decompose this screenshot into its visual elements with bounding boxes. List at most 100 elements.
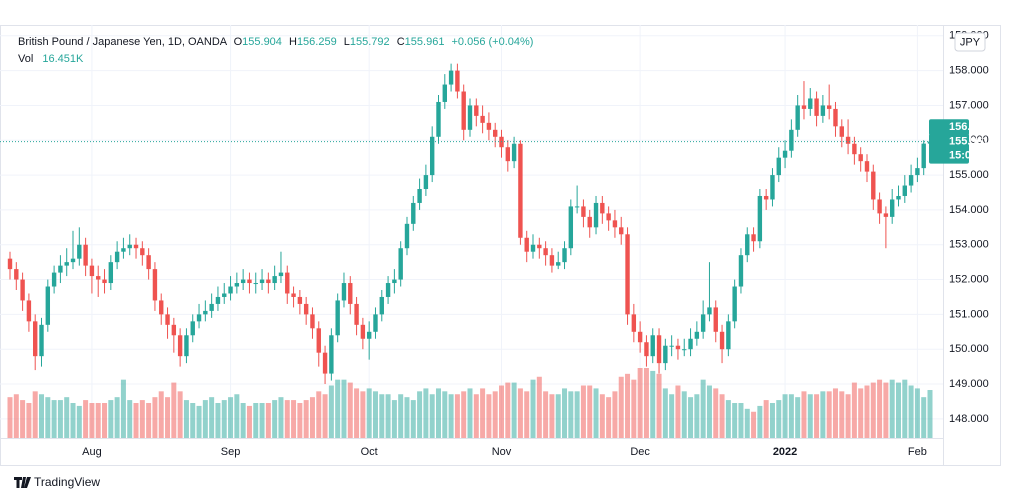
volume-bar bbox=[524, 391, 530, 438]
volume-bar bbox=[228, 397, 234, 438]
volume-bar bbox=[26, 403, 32, 438]
volume-bar bbox=[57, 400, 63, 438]
candle-body bbox=[631, 314, 637, 332]
volume-bar bbox=[234, 394, 240, 438]
candle-body bbox=[669, 345, 674, 347]
x-tick-label: Sep bbox=[221, 446, 241, 458]
candle-body bbox=[165, 314, 170, 325]
candle-body bbox=[902, 185, 907, 196]
volume-bar bbox=[240, 403, 246, 438]
volume-bar bbox=[89, 403, 95, 438]
y-tick-label: 149.000 bbox=[949, 378, 989, 390]
countdown: 15:07:56 bbox=[949, 150, 993, 162]
volume-bar bbox=[713, 388, 719, 438]
candle-body bbox=[789, 129, 794, 151]
volume-bar bbox=[499, 385, 505, 438]
candle-body bbox=[329, 335, 334, 374]
volume-bar bbox=[461, 391, 467, 438]
candle-body bbox=[127, 244, 132, 249]
candle-body bbox=[625, 234, 630, 315]
candle-body bbox=[562, 248, 567, 263]
candle-body bbox=[423, 175, 429, 190]
candle-body bbox=[915, 168, 920, 176]
volume-bar bbox=[662, 388, 668, 438]
volume-bar bbox=[599, 394, 605, 438]
candle-body bbox=[814, 98, 819, 116]
volume-bar bbox=[732, 403, 738, 438]
y-tick-label: 157.000 bbox=[949, 99, 989, 111]
candle-body bbox=[215, 296, 221, 304]
volume-bar bbox=[914, 388, 920, 438]
volume-bar bbox=[303, 400, 309, 438]
candle-body bbox=[335, 300, 340, 336]
candle-body bbox=[26, 300, 32, 322]
brand-name[interactable]: TradingView bbox=[34, 475, 100, 489]
y-tick-label: 153.000 bbox=[949, 239, 989, 251]
candle-body bbox=[574, 206, 580, 208]
volume-bar bbox=[39, 394, 45, 438]
candle-body bbox=[240, 279, 246, 284]
candle-body bbox=[486, 122, 492, 130]
candle-body bbox=[366, 331, 372, 339]
brand[interactable]: TradingView bbox=[14, 475, 100, 489]
y-tick-label: 158.000 bbox=[949, 65, 989, 77]
candle-body bbox=[278, 272, 284, 277]
volume-bar bbox=[410, 400, 416, 438]
volume-bar bbox=[278, 397, 284, 438]
volume-bar bbox=[253, 403, 259, 438]
candle-body bbox=[593, 202, 599, 228]
volume-bar bbox=[549, 394, 555, 438]
candle-body bbox=[77, 244, 82, 259]
candle-body bbox=[776, 157, 781, 176]
x-tick-label: 2022 bbox=[773, 446, 797, 458]
volume-bar bbox=[417, 391, 423, 438]
volume-bar bbox=[700, 379, 706, 438]
candle-body bbox=[656, 335, 662, 364]
candle-body bbox=[354, 303, 359, 325]
currency-box[interactable] bbox=[954, 32, 986, 52]
candle-body bbox=[549, 255, 555, 266]
volume-bar bbox=[95, 403, 101, 438]
brand-logo[interactable] bbox=[14, 477, 31, 488]
volume-bar bbox=[467, 388, 473, 438]
currency-button[interactable]: JPY bbox=[954, 32, 986, 52]
candle-body bbox=[297, 296, 303, 304]
volume-bar bbox=[807, 394, 813, 438]
candle-body bbox=[7, 258, 13, 270]
volume-bar bbox=[751, 411, 757, 438]
candle-body bbox=[493, 129, 498, 137]
volume-bar bbox=[64, 397, 70, 438]
volume-bar bbox=[606, 397, 612, 438]
currency[interactable]: JPY bbox=[960, 36, 981, 48]
candle-body bbox=[83, 244, 88, 266]
volume-bar bbox=[580, 385, 586, 438]
marker-badge bbox=[929, 119, 969, 136]
candle-body bbox=[190, 321, 195, 336]
candle-body bbox=[889, 199, 895, 217]
volume-bar bbox=[688, 397, 694, 438]
candle-body bbox=[795, 105, 800, 130]
candle-body bbox=[398, 248, 403, 280]
volume-bar bbox=[316, 391, 322, 438]
candle-body bbox=[436, 101, 441, 137]
legend-header: British Pound / Japanese Yen, 1D, OANDA … bbox=[18, 36, 533, 48]
candle-body bbox=[707, 307, 712, 315]
volume-bar bbox=[423, 388, 429, 438]
candle-body bbox=[745, 234, 750, 256]
candle-body bbox=[852, 143, 857, 155]
candle-body bbox=[209, 303, 214, 311]
ohlc-letter: L bbox=[344, 36, 350, 48]
change: +0.056 (+0.04%) bbox=[452, 36, 534, 48]
volume-bar bbox=[814, 394, 820, 438]
volume-bar bbox=[473, 394, 479, 438]
candle-body bbox=[682, 349, 687, 351]
candle-body bbox=[108, 262, 114, 284]
ohlc-value: 156.259 bbox=[297, 36, 337, 48]
symbol: British Pound / Japanese Yen, 1D, OANDA bbox=[18, 36, 228, 48]
volume-bar bbox=[511, 382, 517, 438]
volume-bar bbox=[858, 388, 864, 438]
volume-bar bbox=[618, 376, 624, 438]
candle-body bbox=[429, 136, 435, 176]
candle-body bbox=[114, 251, 120, 263]
